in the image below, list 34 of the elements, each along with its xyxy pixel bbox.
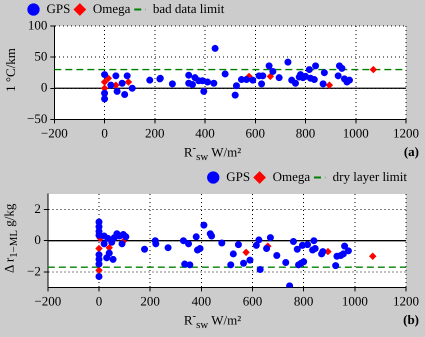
legend-label: Omega [272, 168, 310, 184]
legend-label: GPS [226, 168, 250, 184]
x-axis-title: R$^{-}$$_{sw}$ W/m² [184, 142, 242, 163]
x-tick-label: 1200 [393, 126, 419, 141]
text: (b) [403, 312, 419, 328]
y-tick-label: 2 [34, 200, 41, 216]
x-tick-label: 1200 [393, 294, 419, 309]
x-tick-label: −200 [34, 294, 62, 309]
x-tick-label: 200 [145, 126, 165, 141]
legend-label: bad data limit [152, 0, 225, 16]
x-tick-label: 0 [96, 294, 102, 309]
x-tick-label: 800 [294, 294, 314, 309]
x-tick-label: 400 [195, 126, 215, 141]
x-tick-label: 1000 [342, 294, 368, 309]
y-tick-label: −2 [26, 263, 41, 278]
x-tick-label: 800 [296, 126, 316, 141]
x-tick-label: 1000 [342, 126, 369, 141]
y-tick-label: 100 [28, 17, 48, 32]
x-tick-label: 600 [242, 294, 262, 309]
x-tick-label: 200 [140, 294, 160, 309]
y-tick-label: 50 [34, 48, 48, 64]
y-axis-title: 1 °C/km [3, 48, 19, 92]
legend-label: Omega [92, 0, 131, 16]
x-axis-title: R$^{-}$$_{sw}$ W/m² [184, 310, 242, 331]
x-tick-label: 600 [246, 126, 266, 141]
legend-label: dry layer limit [332, 168, 408, 184]
y-tick-label: 0 [40, 80, 48, 95]
text: (a) [404, 144, 419, 160]
x-tick-label: −200 [40, 126, 68, 141]
legend-label: GPS [46, 0, 70, 16]
x-tick-label: 0 [101, 126, 108, 141]
x-tick-label: 400 [192, 294, 212, 309]
y-tick-label: 0 [34, 232, 41, 248]
y-tick-label: −50 [26, 110, 48, 126]
